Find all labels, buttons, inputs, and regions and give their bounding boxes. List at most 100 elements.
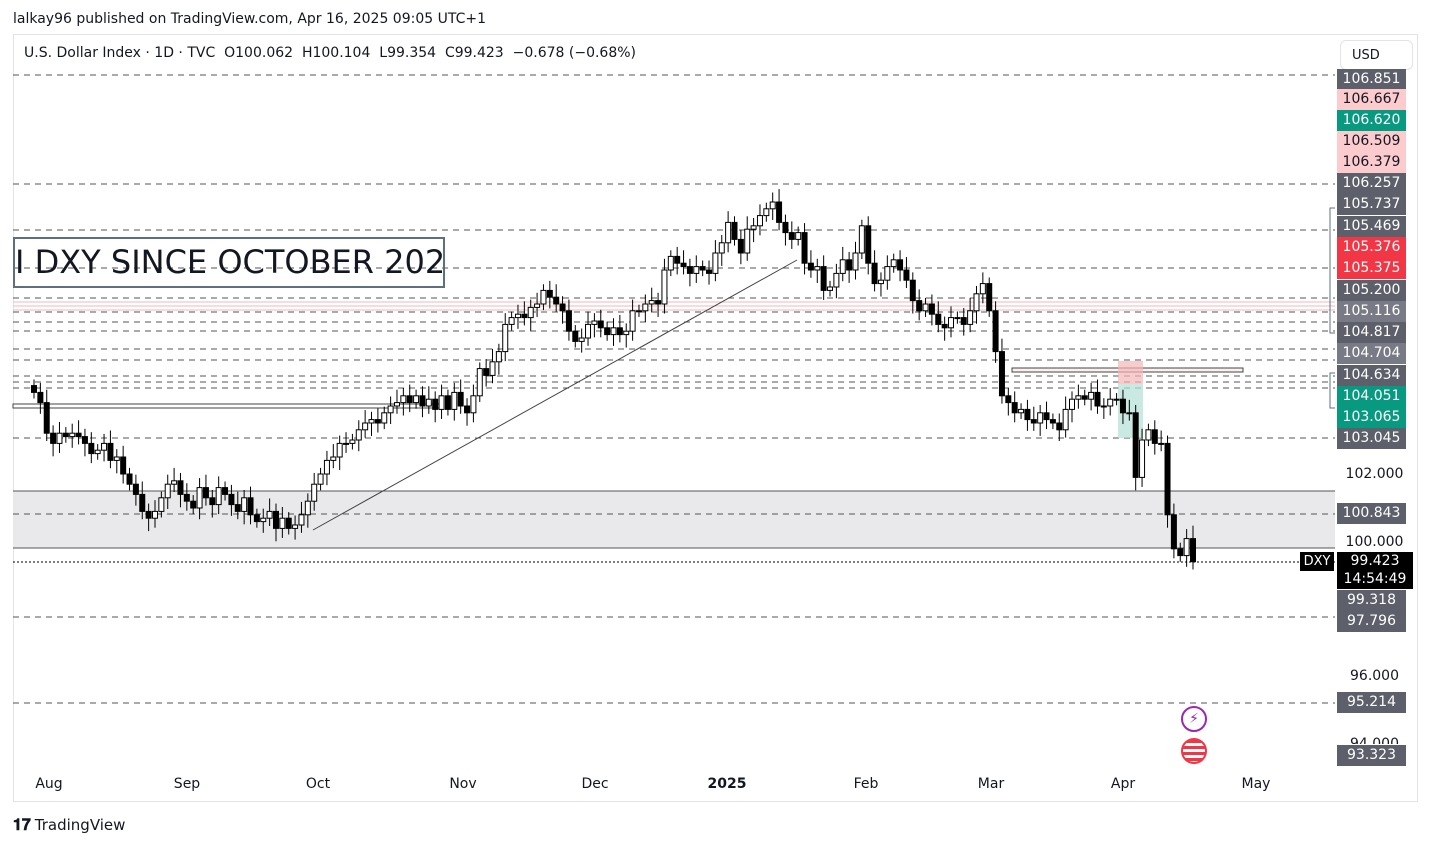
candle-body (464, 405, 471, 414)
candle-body (514, 313, 521, 319)
candle-body (381, 412, 388, 424)
candle-body (616, 327, 623, 336)
candle-body (400, 395, 407, 404)
symbol-legend: U.S. Dollar Index · 1D · TVC O100.062 H1… (24, 45, 637, 61)
candle-body (164, 483, 171, 499)
candle-body (737, 238, 744, 254)
x-tick: Apr (1110, 776, 1136, 792)
candle-body (292, 524, 299, 529)
candle-body (610, 327, 617, 336)
candle-body (1094, 391, 1101, 407)
candle-body (527, 306, 534, 319)
candle-body (323, 459, 330, 475)
candle-body (954, 317, 961, 320)
candle-body (330, 456, 337, 461)
candle-body (1177, 548, 1184, 557)
candle-body (285, 517, 292, 529)
candle-body (50, 432, 57, 444)
candle-body (444, 395, 451, 410)
candle-body (846, 259, 853, 271)
annotation-title[interactable]: I DXY SINCE OCTOBER 2024 (13, 237, 445, 288)
candle-body (807, 262, 814, 271)
candle-body (1158, 442, 1165, 445)
candle-body (1049, 419, 1056, 424)
candle-body (190, 500, 197, 509)
price-label: 104.817 (1337, 322, 1406, 343)
candle-body (311, 483, 318, 502)
candle-body (171, 480, 178, 485)
candle-body (763, 208, 770, 217)
currency-button[interactable]: USD (1340, 40, 1413, 70)
bracket (1329, 207, 1335, 334)
price-label: 106.851 (1337, 69, 1406, 90)
candle-body (661, 269, 668, 305)
candle-body (553, 296, 560, 305)
candle-body (998, 351, 1005, 397)
price-label: 105.375 (1337, 258, 1406, 279)
price-label: 105.200 (1337, 280, 1406, 301)
candle-body (241, 497, 248, 512)
candle-body (177, 480, 184, 495)
candle-body (343, 442, 350, 445)
candle-body (820, 266, 827, 291)
x-tick: Sep (173, 776, 201, 792)
candle-body (43, 402, 50, 434)
candle-body (75, 432, 82, 438)
candle-body (916, 300, 923, 312)
x-tick: Dec (581, 776, 609, 792)
candle-body (744, 228, 751, 254)
candle-body (1024, 408, 1031, 421)
candle-body (234, 504, 241, 512)
lightning-event-icon[interactable]: ⚡ (1181, 706, 1207, 732)
price-label: 103.045 (1337, 428, 1406, 449)
bracket (1329, 372, 1335, 409)
candle-body (871, 262, 878, 285)
candle-body (597, 320, 604, 329)
publish-info: lalkay96 published on TradingView.com, A… (13, 11, 486, 27)
candle-body (941, 323, 948, 329)
price-label: 105.469 (1337, 216, 1406, 237)
candle-body (425, 398, 432, 407)
price-label: 100.843 (1337, 503, 1406, 524)
candle-body (476, 368, 483, 397)
candle-body (686, 266, 693, 274)
price-label: 106.509 (1337, 131, 1406, 152)
x-tick: Mar (977, 776, 1005, 792)
candle-body (967, 310, 974, 325)
candle-body (457, 391, 464, 407)
price-label: 103.065 (1337, 407, 1406, 428)
candle-body (521, 313, 528, 319)
candle-body (546, 289, 553, 298)
x-tick: Nov (449, 776, 477, 792)
candle-body (712, 252, 719, 274)
candle-body (827, 286, 834, 291)
candle-body (591, 320, 598, 325)
candle-body (1081, 395, 1088, 400)
candle-body (884, 266, 891, 281)
x-tick: Feb (853, 776, 879, 792)
us-flag-event-icon[interactable] (1181, 738, 1207, 764)
candle-body (387, 405, 394, 414)
candle-body (833, 272, 840, 288)
stop-zone (1118, 361, 1143, 384)
candle-body (852, 252, 859, 271)
price-label: 105.116 (1337, 301, 1406, 322)
tradingview-logo[interactable]: 𝟏𝟕 TradingView (13, 815, 125, 835)
candle-body (559, 303, 566, 312)
candle-body (1011, 402, 1018, 414)
range-rectangle (12, 403, 441, 409)
y-tick: 96.000 (1350, 668, 1399, 684)
price-label: 106.379 (1337, 152, 1406, 173)
candle-body (986, 283, 993, 312)
candle-body (94, 449, 101, 455)
candle-body (222, 487, 229, 495)
candle-body (648, 300, 655, 305)
candle-body (304, 500, 311, 516)
last-price: 99.423 (1350, 553, 1400, 569)
candle-body (706, 269, 713, 274)
candle-body (145, 510, 152, 519)
price-label: 106.667 (1337, 89, 1406, 110)
chart-frame (13, 34, 1418, 802)
candle-body (1100, 405, 1107, 408)
